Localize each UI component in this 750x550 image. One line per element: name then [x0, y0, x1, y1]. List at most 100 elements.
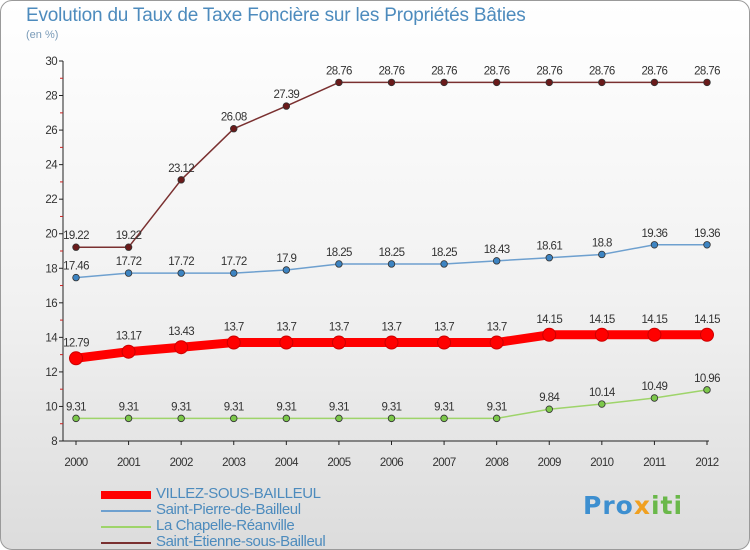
data-label: 9.84 — [539, 392, 560, 404]
logo-part: iti — [650, 491, 684, 520]
y-tick-label: 30 — [45, 56, 57, 68]
data-point — [703, 386, 711, 394]
y-tick-label: 18 — [45, 263, 57, 275]
data-point — [72, 414, 80, 423]
data-label: 28.76 — [694, 65, 720, 77]
legend-label: Saint-Pierre-de-Bailleul — [156, 501, 301, 518]
data-label: 17.9 — [276, 253, 296, 265]
data-label: 13.7 — [329, 322, 349, 334]
data-label: 19.22 — [116, 230, 142, 242]
data-point — [177, 269, 185, 277]
data-label: 13.7 — [487, 322, 507, 334]
data-label: 17.72 — [221, 256, 247, 268]
data-label: 28.76 — [431, 65, 457, 77]
data-label: 9.31 — [66, 401, 86, 413]
data-label: 18.8 — [592, 237, 612, 249]
x-tick-label: 2006 — [380, 457, 403, 469]
data-point — [230, 269, 238, 277]
legend-swatch — [101, 491, 151, 499]
data-label: 18.25 — [431, 247, 457, 259]
data-point — [387, 78, 396, 87]
data-label: 9.31 — [434, 401, 454, 413]
legend-label: Saint-Étienne-sous-Bailleul — [156, 533, 326, 550]
x-tick-label: 2004 — [275, 457, 299, 469]
legend-label: La Chapelle-Réanville — [156, 517, 295, 534]
y-tick-label: 20 — [45, 229, 57, 241]
x-tick-label: 2007 — [432, 457, 455, 469]
data-point — [124, 243, 133, 251]
data-point — [650, 78, 659, 87]
y-tick-label: 14 — [45, 332, 58, 344]
legend-item: VILLEZ-SOUS-BAILLEUL — [101, 485, 381, 503]
data-point — [230, 414, 238, 423]
data-label: 18.61 — [536, 241, 562, 253]
data-point — [650, 241, 659, 249]
data-label: 27.39 — [273, 89, 299, 101]
data-label: 14.15 — [536, 314, 562, 326]
y-tick-label: 26 — [45, 125, 57, 137]
data-label: 14.15 — [589, 314, 615, 326]
data-point — [440, 414, 448, 423]
x-tick-label: 2010 — [590, 457, 613, 469]
y-tick-label: 16 — [45, 298, 57, 310]
data-label: 28.76 — [589, 65, 615, 77]
x-tick-label: 2000 — [64, 457, 87, 469]
data-label: 9.31 — [224, 401, 244, 413]
data-point — [384, 335, 399, 350]
legend-label: VILLEZ-SOUS-BAILLEUL — [156, 485, 321, 502]
data-point — [598, 78, 606, 87]
data-point — [124, 414, 133, 423]
proxiti-logo: Proxiti — [583, 491, 683, 520]
logo-part: Pro — [583, 491, 634, 520]
data-label: 18.25 — [326, 247, 352, 259]
legend-swatch — [101, 542, 151, 544]
data-label: 13.7 — [276, 322, 296, 334]
data-point — [700, 327, 714, 342]
data-point — [492, 414, 501, 423]
legend-item: Saint-Pierre-de-Bailleul — [101, 501, 381, 519]
data-point — [545, 405, 553, 413]
data-label: 13.7 — [382, 322, 402, 334]
data-point — [387, 414, 396, 423]
legend-swatch — [101, 526, 151, 528]
data-point — [545, 78, 553, 87]
x-tick-label: 2012 — [695, 457, 718, 469]
data-label: 19.22 — [63, 230, 89, 242]
data-point — [598, 250, 606, 259]
data-label: 14.15 — [694, 314, 720, 326]
data-label: 18.25 — [379, 247, 405, 259]
data-label: 10.49 — [642, 381, 668, 393]
data-point — [489, 335, 504, 350]
data-label: 9.31 — [171, 401, 191, 413]
data-label: 18.43 — [484, 244, 510, 256]
legend-item: La Chapelle-Réanville — [101, 517, 381, 535]
data-label: 9.31 — [487, 401, 507, 413]
data-label: 19.36 — [694, 228, 720, 240]
data-label: 13.43 — [168, 326, 194, 338]
data-label: 9.31 — [119, 401, 139, 413]
legend-swatch — [101, 510, 151, 512]
logo-part: x — [633, 491, 651, 520]
data-point — [72, 273, 80, 282]
data-point — [174, 340, 189, 355]
data-point — [703, 78, 711, 87]
data-point — [230, 125, 238, 133]
x-tick-label: 2002 — [170, 457, 193, 469]
data-label: 14.15 — [642, 314, 668, 326]
x-tick-label: 2008 — [485, 457, 508, 469]
y-tick-label: 22 — [45, 194, 57, 206]
data-label: 28.76 — [379, 65, 405, 77]
data-point — [598, 400, 606, 408]
data-point — [282, 102, 291, 110]
data-point — [226, 335, 241, 350]
x-tick-label: 2005 — [327, 457, 350, 469]
data-point — [177, 414, 185, 423]
data-point — [437, 335, 452, 350]
data-point — [121, 344, 136, 359]
data-point — [440, 260, 448, 268]
data-label: 17.72 — [168, 256, 194, 268]
data-point — [331, 335, 346, 350]
chart-title: Evolution du Taux de Taxe Foncière sur l… — [26, 5, 526, 26]
data-label: 10.14 — [589, 387, 616, 399]
